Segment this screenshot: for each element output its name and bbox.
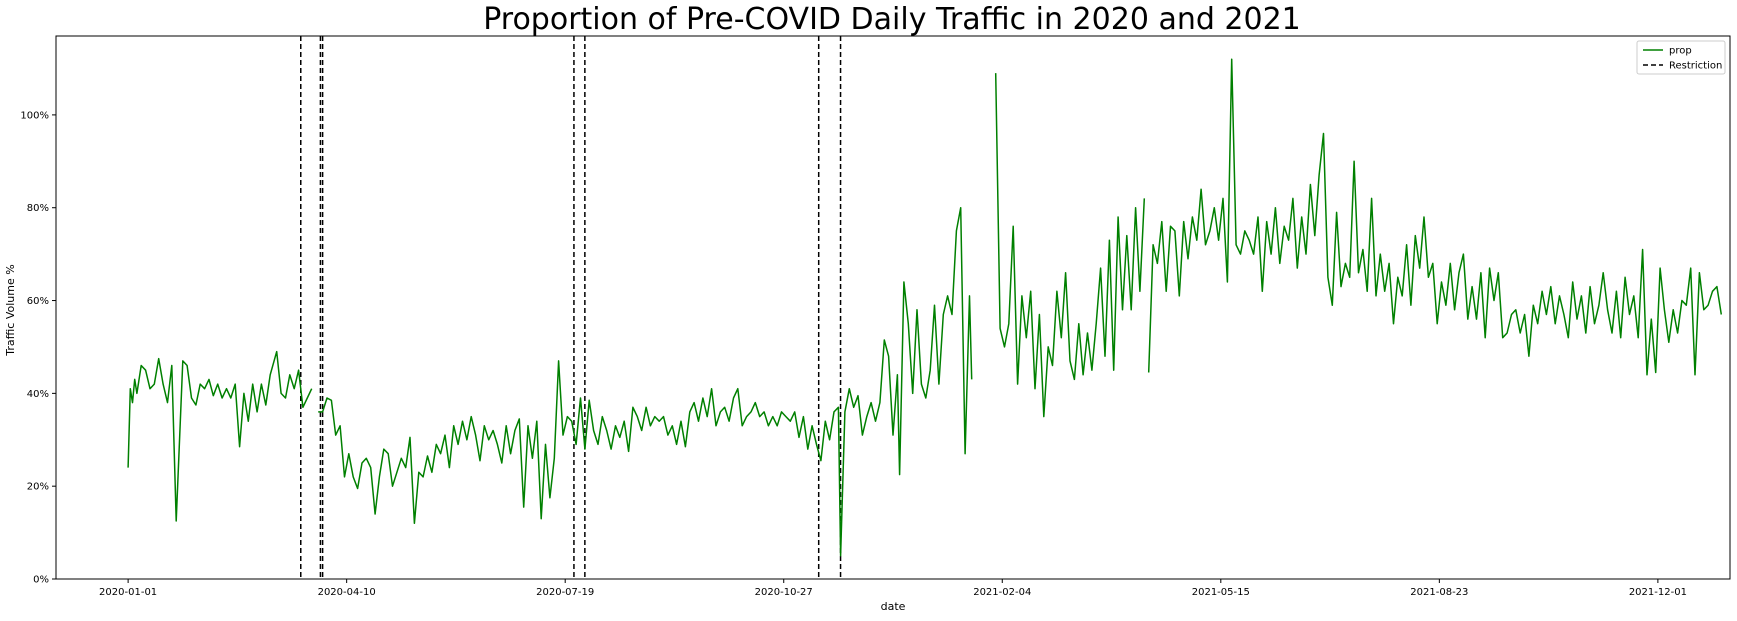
x-tick-label: 2021-02-04 [973, 587, 1031, 598]
traffic-prop-series-line [994, 73, 1146, 418]
y-tick-label: 80% [27, 203, 49, 214]
legend-prop-label: prop [1669, 46, 1692, 57]
y-axis: 0% 20% 40% 60% 80% 100% [20, 110, 56, 586]
y-tick-label: 100% [20, 110, 49, 121]
traffic-prop-series-line [1147, 58, 1723, 376]
x-tick-label: 2021-12-01 [1629, 587, 1687, 598]
x-tick-label: 2021-08-23 [1410, 587, 1468, 598]
legend-restriction-label: Restriction [1669, 61, 1722, 72]
x-tick-label: 2020-04-10 [318, 587, 376, 598]
y-tick-label: 40% [27, 389, 49, 400]
x-tick-label: 2020-10-27 [755, 587, 813, 598]
y-axis-label: Traffic Volume % [4, 264, 17, 356]
x-axis-label: date [881, 600, 906, 613]
x-tick-label: 2020-07-19 [536, 587, 594, 598]
x-axis: 2020-01-01 2020-04-10 2020-07-19 2020-10-27… [99, 579, 1687, 598]
y-tick-label: 20% [27, 482, 49, 493]
x-tick-label: 2020-01-01 [99, 587, 157, 598]
plot-area [55, 35, 1731, 580]
chart-title: Proportion of Pre-COVID Daily Traffic in… [483, 2, 1301, 37]
y-tick-label: 0% [33, 575, 49, 586]
y-tick-label: 60% [27, 296, 49, 307]
plot-frame [55, 35, 1731, 580]
legend: prop Restriction [1636, 40, 1726, 75]
x-tick-label: 2021-05-15 [1192, 587, 1250, 598]
traffic-prop-series-line [127, 350, 313, 522]
traffic-prop-series-line [318, 206, 973, 557]
